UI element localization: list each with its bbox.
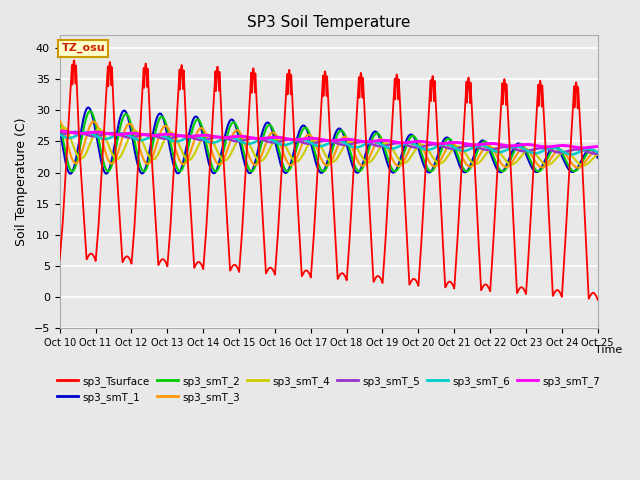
sp3_smT_7 [56,128,63,134]
Line: sp3_smT_4: sp3_smT_4 [60,127,598,166]
sp3_smT_7 [399,140,407,145]
X-axis label: Time: Time [595,345,622,355]
sp3_smT_3 [586,153,594,158]
sp3_smT_6 [524,148,531,154]
sp3_smT_5 [71,129,79,135]
sp3_smT_7 [56,128,64,134]
sp3_smT_7 [579,145,586,151]
sp3_Tsurface [399,161,407,167]
sp3_Tsurface [298,271,305,276]
sp3_smT_1 [56,126,63,132]
Line: sp3_smT_7: sp3_smT_7 [60,131,598,148]
sp3_smT_7 [586,144,594,150]
sp3_smT_2 [594,152,602,157]
sp3_smT_3 [574,165,582,170]
sp3_smT_5 [538,145,546,151]
sp3_Tsurface [538,89,546,95]
sp3_smT_5 [298,139,305,145]
sp3_smT_5 [524,148,531,154]
sp3_smT_5 [56,132,63,138]
sp3_smT_2 [586,147,594,153]
sp3_smT_1 [298,124,305,130]
Line: sp3_Tsurface: sp3_Tsurface [60,60,598,300]
sp3_smT_1 [67,171,74,177]
sp3_smT_4 [399,160,407,166]
sp3_smT_5 [594,151,602,156]
sp3_smT_3 [524,146,531,152]
sp3_Tsurface [594,297,602,302]
sp3_smT_4 [579,163,587,168]
Line: sp3_smT_1: sp3_smT_1 [60,108,598,174]
sp3_smT_3 [298,143,305,148]
sp3_smT_3 [593,149,600,155]
sp3_smT_7 [524,142,531,147]
Line: sp3_smT_5: sp3_smT_5 [60,132,598,154]
sp3_smT_6 [56,132,63,137]
sp3_smT_2 [68,168,76,174]
Line: sp3_smT_2: sp3_smT_2 [60,111,598,171]
sp3_smT_7 [593,144,600,149]
sp3_smT_5 [593,151,600,156]
Legend: sp3_Tsurface, sp3_smT_1, sp3_smT_2, sp3_smT_3, sp3_smT_4, sp3_smT_5, sp3_smT_6, : sp3_Tsurface, sp3_smT_1, sp3_smT_2, sp3_… [53,372,604,407]
sp3_smT_2 [593,150,600,156]
sp3_smT_5 [399,141,407,147]
sp3_smT_2 [524,150,531,156]
sp3_smT_6 [83,129,90,135]
sp3_smT_6 [567,152,575,157]
sp3_smT_2 [56,119,63,125]
sp3_smT_6 [538,148,546,154]
sp3_smT_3 [399,160,407,166]
sp3_Tsurface [70,58,78,63]
Y-axis label: Soil Temperature (C): Soil Temperature (C) [15,118,28,246]
sp3_Tsurface [586,293,594,299]
sp3_smT_4 [593,152,600,158]
sp3_smT_4 [586,158,594,164]
sp3_smT_1 [538,164,546,169]
sp3_smT_1 [594,155,602,160]
sp3_smT_2 [86,108,94,114]
Line: sp3_smT_6: sp3_smT_6 [60,132,598,155]
sp3_smT_5 [593,151,600,156]
sp3_smT_6 [298,136,305,142]
sp3_smT_4 [60,124,67,130]
sp3_smT_3 [56,118,63,123]
sp3_smT_3 [594,150,602,156]
sp3_Tsurface [593,294,600,300]
sp3_smT_2 [298,129,305,135]
sp3_smT_4 [298,154,305,160]
sp3_Tsurface [524,274,531,280]
sp3_smT_4 [524,147,531,153]
sp3_smT_2 [538,166,546,171]
sp3_smT_1 [593,153,600,158]
Line: sp3_smT_3: sp3_smT_3 [60,120,598,168]
sp3_smT_6 [593,149,600,155]
sp3_smT_7 [594,144,602,149]
sp3_Tsurface [56,256,63,262]
sp3_smT_1 [524,154,531,160]
sp3_smT_6 [586,146,594,152]
sp3_smT_1 [586,146,594,152]
Text: TZ_osu: TZ_osu [61,43,105,53]
sp3_smT_7 [298,136,305,142]
Title: SP3 Soil Temperature: SP3 Soil Temperature [247,15,410,30]
sp3_smT_5 [586,150,594,156]
sp3_smT_4 [56,127,63,133]
sp3_smT_7 [538,144,546,149]
sp3_smT_3 [538,165,546,170]
sp3_smT_4 [594,152,602,157]
sp3_smT_4 [538,159,546,165]
sp3_smT_1 [84,105,92,110]
sp3_smT_6 [399,142,407,147]
sp3_smT_6 [594,149,602,155]
sp3_smT_2 [399,153,407,159]
sp3_smT_1 [399,147,407,153]
